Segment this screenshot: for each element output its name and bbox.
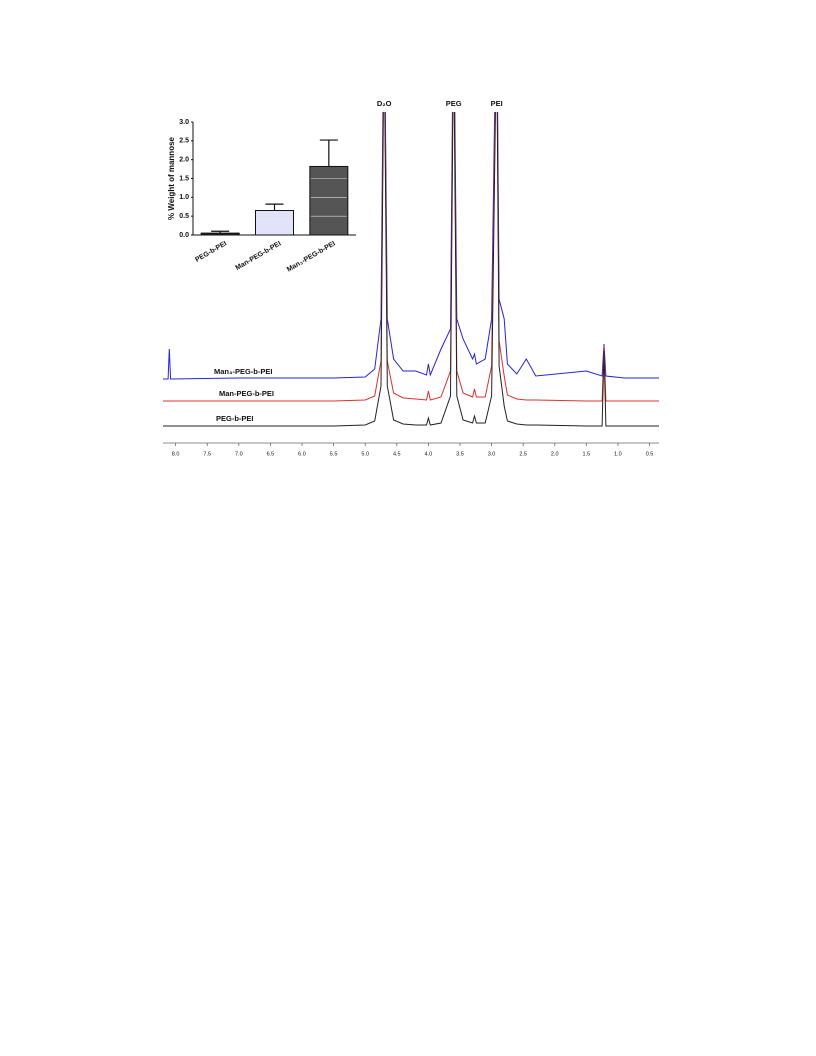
x-tick-label: 0.5 (646, 451, 654, 457)
x-tick-label: 3.0 (488, 451, 496, 457)
x-tick-label: 3.5 (456, 451, 464, 457)
y-tick-label: 2.0 (179, 157, 189, 164)
trace-label: Man-PEG-b-PEI (219, 389, 274, 398)
spectrum-trace (163, 112, 659, 380)
x-tick-label: 8.0 (172, 451, 180, 457)
traces (163, 112, 659, 427)
y-tick-label: 0.5 (179, 213, 189, 220)
peak-label: PEG (446, 99, 462, 108)
x-tick-label: 1.0 (614, 451, 622, 457)
y-tick-label: 0.0 (179, 232, 189, 239)
bar (255, 210, 294, 236)
x-tick-label: 7.5 (203, 451, 211, 457)
x-tick-label: 2.5 (519, 451, 527, 457)
y-axis-title: % Weight of mannose (167, 136, 176, 220)
x-tick-label: 5.5 (330, 451, 338, 457)
y-tick-label: 2.5 (179, 138, 189, 145)
y-tick-label: 1.5 (179, 175, 189, 182)
trace-label: PEG-b-PEI (216, 414, 254, 423)
x-tick-label: Man-PEG-b-PEI (234, 240, 282, 272)
x-tick-label: 5.0 (361, 451, 369, 457)
bar (309, 165, 349, 236)
x-tick-label: 4.0 (425, 451, 433, 457)
x-tick-label: 1.5 (583, 451, 591, 457)
y-tick-label: 1.0 (179, 194, 189, 201)
x-tick-label: 6.5 (267, 451, 275, 457)
peak-label: PEI (491, 99, 503, 108)
x-tick-label: Man₃-PEG-b-PEI (286, 240, 337, 273)
inset-bar-chart: 0.0 0.5 1.0 1.5 2.0 2.5 3.0 % Weight of mannose… (167, 119, 356, 274)
spectrum-trace (163, 112, 659, 402)
x-tick-label: 6.0 (298, 451, 306, 457)
x-tick-label: PEG-b-PEI (194, 240, 228, 264)
x-tick-label: 7.0 (235, 451, 243, 457)
spectrum-trace (163, 112, 659, 427)
x-tick-label: 2.0 (551, 451, 559, 457)
y-tick-label: 3.0 (179, 119, 189, 126)
x-tick-label: 4.5 (393, 451, 401, 457)
peak-label: D₂O (377, 99, 392, 108)
trace-label: Man₃-PEG-b-PEI (214, 367, 272, 376)
